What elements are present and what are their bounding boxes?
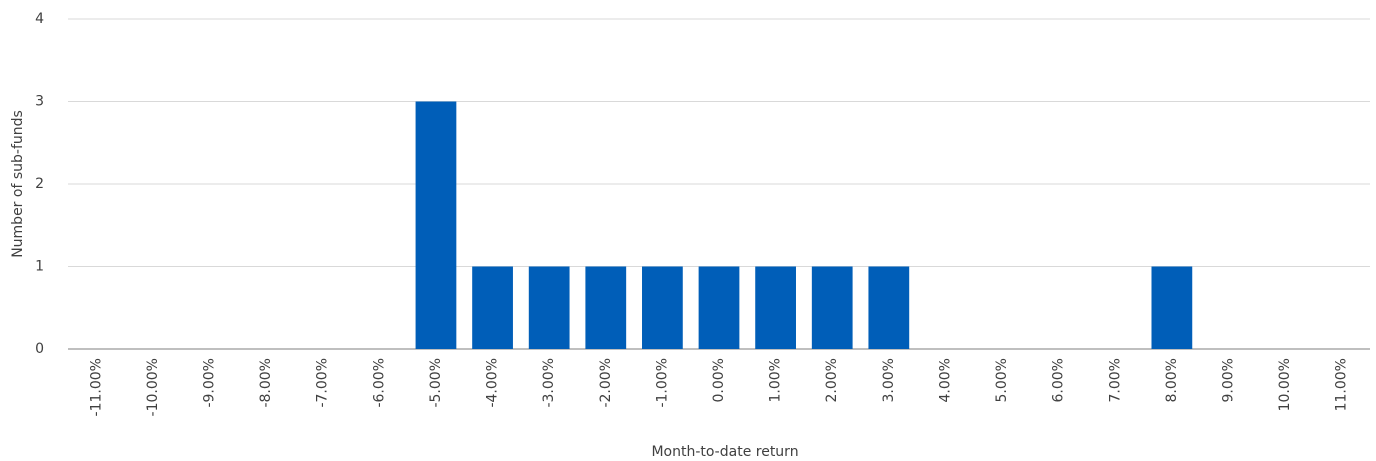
x-tick-label: -10.00% <box>145 358 161 416</box>
x-tick-label: -8.00% <box>258 358 274 408</box>
bar <box>585 266 627 349</box>
x-axis-label: Month-to-date return <box>651 444 798 460</box>
x-tick-label: -6.00% <box>371 358 387 408</box>
y-tick-label: 0 <box>35 341 44 357</box>
bar <box>472 266 513 349</box>
x-tick-label: -4.00% <box>485 358 501 408</box>
x-tick-label: 3.00% <box>881 358 897 402</box>
x-tick-label: 8.00% <box>1164 358 1180 402</box>
bar <box>1151 266 1193 349</box>
bar <box>415 101 457 349</box>
x-tick-label: 7.00% <box>1107 358 1123 402</box>
bar <box>642 266 683 349</box>
x-tick-label: -3.00% <box>541 358 557 408</box>
x-tick-label: 1.00% <box>768 358 784 402</box>
x-tick-label: 4.00% <box>937 358 953 402</box>
bar <box>755 266 796 349</box>
y-tick-label: 4 <box>35 11 44 27</box>
y-axis-label: Number of sub-funds <box>10 110 26 258</box>
x-tick-label: -1.00% <box>654 358 670 408</box>
y-tick-label: 3 <box>35 94 44 110</box>
x-tick-label: 11.00% <box>1334 358 1350 411</box>
bar <box>811 266 853 349</box>
y-tick-label: 2 <box>35 176 44 192</box>
x-tick-label: 5.00% <box>994 358 1010 402</box>
x-tick-label: 0.00% <box>711 358 727 402</box>
x-tick-label: 2.00% <box>824 358 840 402</box>
x-tick-label: 10.00% <box>1277 358 1293 411</box>
x-tick-label: -9.00% <box>202 358 218 408</box>
x-tick-label: -7.00% <box>315 358 331 408</box>
x-tick-label: -11.00% <box>88 358 104 416</box>
y-tick-label: 1 <box>35 259 44 275</box>
bar <box>868 266 910 349</box>
x-tick-label: -5.00% <box>428 358 444 408</box>
bar <box>528 266 570 349</box>
x-tick-label: 9.00% <box>1220 358 1236 402</box>
x-tick-label: 6.00% <box>1051 358 1067 402</box>
x-tick-label: -2.00% <box>598 358 614 408</box>
bar <box>698 266 740 349</box>
